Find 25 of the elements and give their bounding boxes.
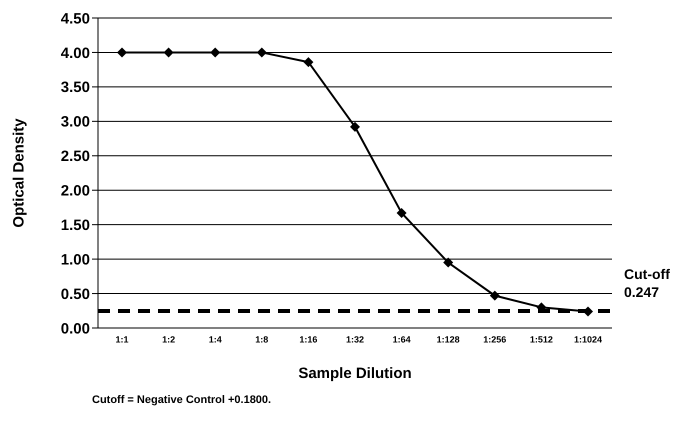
x-tick-label: 1:4 <box>208 334 222 344</box>
ref-line-label: Cut-off 0.247 <box>624 266 670 300</box>
y-axis-title: Optical Density <box>10 118 28 228</box>
y-tick-label: 4.50 <box>60 10 90 28</box>
x-tick-label: 1:1 <box>115 334 129 344</box>
y-tick-label: 3.00 <box>60 114 90 131</box>
x-tick-label: 1:128 <box>436 334 460 344</box>
x-tick-label: 1:512 <box>530 334 553 344</box>
y-tick-label: 1.00 <box>60 251 90 268</box>
y-tick-label: 0.00 <box>60 320 90 338</box>
x-tick-label: 1:8 <box>255 334 268 344</box>
x-tick-label: 1:1024 <box>574 334 602 344</box>
x-tick-label: 1:256 <box>483 334 506 344</box>
y-tick-label: 0.50 <box>60 286 90 303</box>
x-tick-label: 1:2 <box>162 334 176 344</box>
y-tick-label: 4.00 <box>60 44 90 62</box>
x-tick-label: 1:32 <box>346 334 364 344</box>
x-tick-label: 1:16 <box>299 334 318 344</box>
x-tick-label: 1:64 <box>392 334 411 344</box>
text: Cutoff = Negative Control +0.1800. <box>92 394 272 406</box>
y-tick-label: 3.50 <box>60 79 90 96</box>
y-tick-label: 1.50 <box>60 216 90 234</box>
y-tick-label: 2.00 <box>60 182 90 200</box>
y-tick-label: 2.50 <box>60 148 90 166</box>
x-axis-title: Sample Dilution <box>298 365 412 382</box>
